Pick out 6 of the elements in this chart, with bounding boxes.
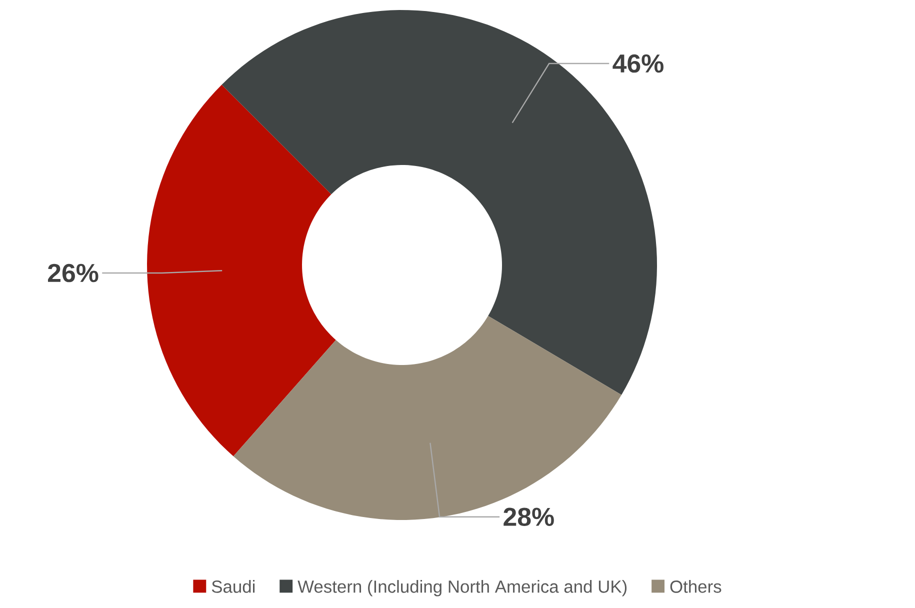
legend-label: Saudi: [212, 580, 255, 593]
data-label: 28%: [504, 508, 554, 526]
legend-label: Others: [670, 580, 722, 593]
data-label: 46%: [612, 54, 664, 73]
data-label: 26%: [48, 264, 98, 282]
legend-label: Western (Including North America and UK): [298, 580, 627, 596]
